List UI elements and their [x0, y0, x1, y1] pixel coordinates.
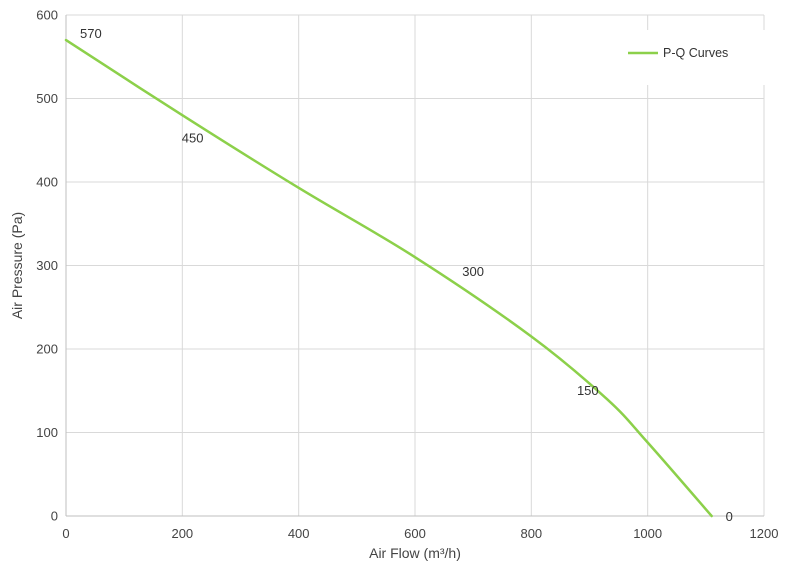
series-line — [64, 38, 713, 518]
x-tick-label: 800 — [520, 526, 542, 541]
data-label: 450 — [182, 131, 204, 146]
data-label: 300 — [462, 264, 484, 279]
x-tick-labels: 0 200 400 600 800 1000 1200 — [62, 526, 778, 541]
y-tick-label: 200 — [36, 342, 58, 357]
data-label: 570 — [80, 26, 102, 41]
data-label: 150 — [577, 383, 599, 398]
y-tick-label: 0 — [51, 509, 58, 524]
x-tick-label: 1000 — [633, 526, 662, 541]
axes — [65, 15, 764, 517]
y-tick-label: 500 — [36, 91, 58, 106]
y-tick-label: 400 — [36, 175, 58, 190]
x-tick-label: 0 — [62, 526, 69, 541]
grid-lines — [66, 14, 765, 516]
data-labels: 570 450 300 150 0 — [80, 26, 733, 524]
data-label: 0 — [726, 509, 733, 524]
x-tick-label: 600 — [404, 526, 426, 541]
x-axis-title: Air Flow (m³/h) — [369, 545, 461, 561]
legend: P-Q Curves — [606, 30, 766, 85]
y-axis-title: Air Pressure (Pa) — [9, 212, 25, 319]
y-tick-label: 100 — [36, 425, 58, 440]
y-tick-label: 600 — [36, 8, 58, 23]
y-tick-labels: 0 100 200 300 400 500 600 — [36, 8, 58, 524]
y-tick-label: 300 — [36, 258, 58, 273]
x-tick-label: 400 — [288, 526, 310, 541]
legend-label: P-Q Curves — [663, 46, 728, 60]
x-tick-label: 200 — [171, 526, 193, 541]
legend-box — [606, 30, 766, 85]
series-group — [64, 38, 713, 518]
x-tick-label: 1200 — [750, 526, 779, 541]
